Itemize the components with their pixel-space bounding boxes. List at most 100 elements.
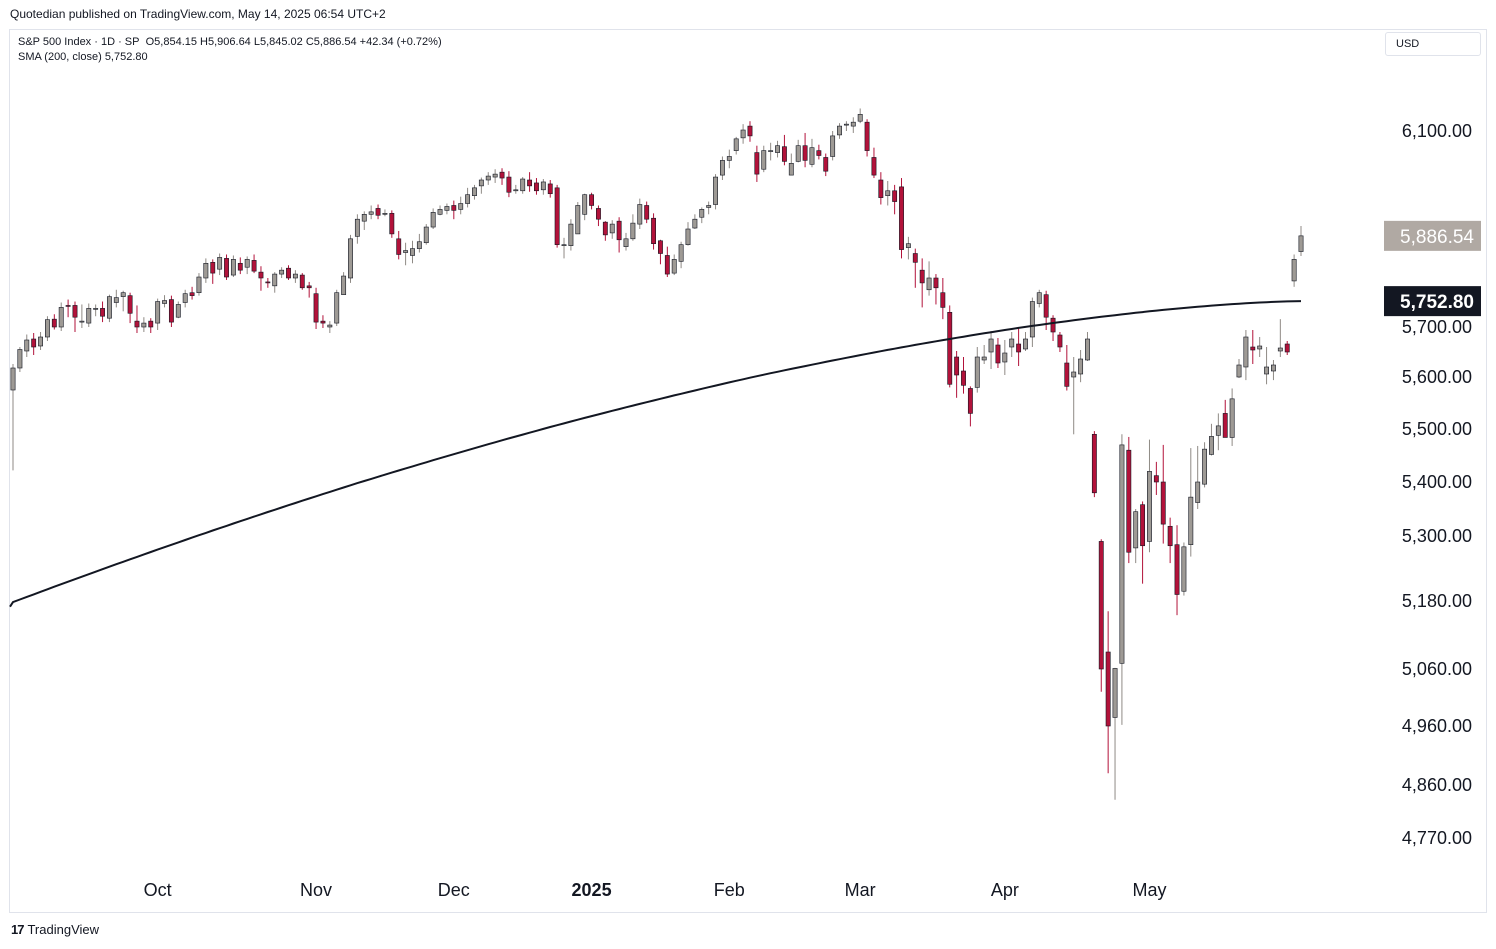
x-tick-label: May	[1132, 880, 1166, 900]
candle	[961, 357, 966, 394]
candle	[1002, 340, 1008, 375]
candle	[396, 230, 402, 260]
candle	[1222, 399, 1228, 438]
last-price-label-bg	[1384, 220, 1481, 251]
candle	[348, 234, 353, 283]
candle	[857, 108, 863, 124]
candle	[354, 214, 360, 244]
candle	[141, 317, 147, 332]
candle	[1050, 315, 1056, 341]
candle	[761, 145, 767, 173]
currency-button[interactable]: USD	[1385, 32, 1481, 56]
candle	[699, 207, 705, 224]
candle	[175, 301, 181, 319]
candle	[678, 241, 684, 269]
candle	[726, 149, 732, 169]
candle	[1229, 388, 1235, 446]
candle	[1195, 445, 1201, 509]
candle	[1250, 330, 1256, 364]
candle	[1105, 611, 1111, 774]
candle	[410, 240, 415, 264]
candle	[843, 121, 849, 131]
sma-200-line	[9, 300, 1302, 608]
candle	[1133, 509, 1139, 564]
candle	[375, 204, 381, 220]
y-tick-label: 5,600.00	[1402, 367, 1472, 387]
candle	[602, 221, 608, 241]
candle	[1209, 423, 1214, 456]
y-tick-label: 6,100.00	[1402, 121, 1472, 141]
candle	[1029, 297, 1035, 347]
sma-price-label-bg	[1384, 286, 1481, 317]
candle	[837, 123, 842, 139]
candle	[58, 302, 64, 331]
candle	[974, 347, 980, 393]
chart-pane[interactable]	[9, 29, 1487, 913]
candle	[644, 201, 650, 224]
candle	[534, 178, 539, 195]
tradingview-logo-icon: 17	[11, 922, 25, 937]
candle	[320, 315, 326, 328]
candle	[878, 172, 884, 205]
candle	[217, 253, 223, 276]
candle	[733, 136, 739, 155]
candle	[189, 286, 195, 300]
candle	[182, 289, 188, 308]
candle	[31, 333, 37, 355]
candle	[1160, 444, 1166, 544]
candle	[72, 301, 78, 332]
candle	[954, 351, 960, 398]
candle	[981, 345, 987, 364]
candle	[719, 156, 725, 180]
candle	[341, 272, 347, 295]
candle	[472, 184, 477, 200]
y-tick-label: 4,770.00	[1402, 828, 1472, 848]
candle	[1291, 254, 1297, 287]
x-tick-label: Mar	[845, 880, 876, 900]
y-tick-label: 4,960.00	[1402, 716, 1472, 736]
candle	[685, 222, 691, 246]
candle	[127, 292, 133, 324]
candle	[1057, 332, 1063, 352]
candle	[1009, 332, 1015, 357]
candle	[1257, 337, 1263, 357]
candle	[499, 168, 505, 185]
candle	[258, 266, 264, 291]
candle	[10, 364, 16, 471]
candle	[86, 303, 92, 327]
candle	[389, 210, 395, 238]
candle	[1085, 332, 1090, 361]
candle	[38, 332, 43, 350]
candle	[100, 301, 105, 323]
candle	[465, 187, 471, 208]
candle	[933, 274, 939, 305]
candle	[478, 177, 484, 194]
candle	[554, 184, 560, 248]
candle	[830, 131, 836, 161]
candle	[892, 184, 898, 215]
candle	[1140, 501, 1146, 584]
candle	[768, 142, 774, 161]
candle	[134, 305, 140, 333]
candle	[885, 180, 891, 206]
candle	[1023, 332, 1028, 351]
candle	[148, 318, 154, 333]
candle	[802, 132, 808, 168]
legend-sma[interactable]: SMA (200, close) 5,752.80	[18, 51, 148, 63]
candle	[864, 119, 870, 157]
candle	[740, 124, 746, 144]
candle	[816, 144, 822, 160]
x-tick-label: Feb	[714, 880, 745, 900]
candle	[664, 246, 670, 278]
candle	[568, 219, 574, 251]
y-tick-label: 5,180.00	[1402, 591, 1472, 611]
candle	[823, 153, 829, 177]
legend-symbol[interactable]: S&P 500 Index · 1D · SP	[18, 36, 140, 48]
candle	[561, 237, 567, 259]
candle	[251, 254, 257, 274]
candle	[306, 281, 312, 298]
candle	[1064, 345, 1070, 391]
candle	[850, 117, 856, 133]
candle	[706, 201, 712, 215]
